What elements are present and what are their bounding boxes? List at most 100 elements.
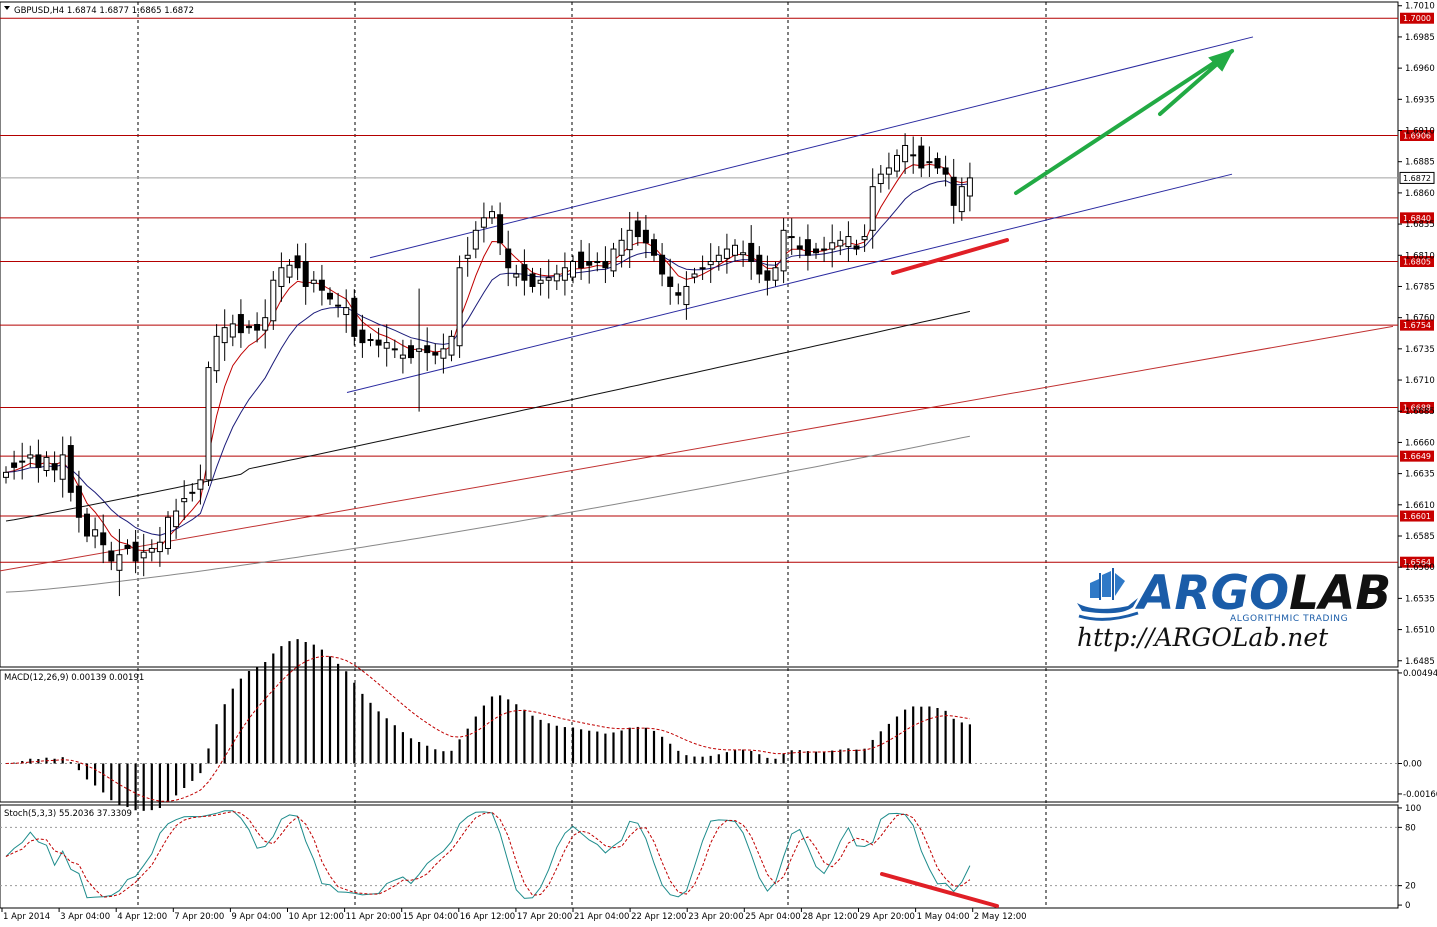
candle-body [659, 254, 666, 275]
candle-body [310, 279, 317, 284]
candle-body [59, 454, 66, 480]
price-tick-label: 1.6735 [1405, 345, 1435, 355]
price-tick-label: 1.6710 [1405, 376, 1435, 386]
candle-body [853, 245, 860, 250]
candle-body [116, 554, 123, 571]
candle-body [383, 342, 390, 349]
price-tick-label: 1.6835 [1405, 220, 1435, 230]
level-price-tag [1400, 129, 1434, 141]
candle-body [756, 254, 763, 275]
candle-body [529, 273, 536, 287]
candle-body [950, 176, 957, 206]
candle-body [318, 279, 325, 291]
time-tick-label: 17 Apr 20:00 [517, 912, 572, 922]
candle-body [594, 261, 601, 264]
candle-body [910, 154, 917, 157]
candle-body [521, 264, 528, 281]
candle-body [205, 367, 212, 481]
candle-body [440, 348, 447, 359]
candle-body [918, 145, 925, 169]
candle-body [894, 154, 900, 172]
candle-body [84, 513, 90, 537]
stoch-tick-label: 20 [1405, 882, 1416, 892]
price-tick-label: 1.6510 [1405, 626, 1435, 636]
price-tick-label: 1.6585 [1405, 532, 1435, 542]
level-price-tag [1400, 319, 1434, 331]
candle-body [75, 485, 82, 518]
time-tick-label: 25 Apr 04:00 [745, 912, 800, 922]
candle-body [869, 186, 876, 231]
candle-body [221, 327, 228, 344]
candle-body [813, 248, 819, 254]
candle-body [772, 267, 779, 281]
level-price-label: 1.6906 [1403, 131, 1431, 140]
stoch-pane[interactable] [0, 804, 1399, 909]
macd-pane[interactable] [0, 669, 1399, 803]
price-tick-label: 1.6535 [1405, 594, 1435, 604]
candle-body [561, 267, 568, 281]
stoch-series [0, 810, 1398, 899]
candle-body [667, 276, 674, 287]
time-tick-label: 3 Apr 04:00 [60, 912, 110, 922]
price-tick-label: 1.6935 [1405, 95, 1435, 105]
time-tick-label: 15 Apr 04:00 [403, 912, 458, 922]
time-tick-label: 22 Apr 12:00 [631, 912, 686, 922]
candle-body [618, 239, 625, 256]
candle-body [327, 292, 333, 300]
candle-body [140, 551, 147, 559]
time-tick-label: 11 Apr 20:00 [346, 912, 401, 922]
candle-body [262, 317, 269, 331]
channel-upper-line [369, 36, 1254, 259]
candle-body [634, 220, 641, 238]
candle-body [302, 261, 309, 287]
price-tick-label: 1.6685 [1405, 407, 1435, 417]
candle-body [732, 244, 738, 256]
candle-body [367, 338, 374, 341]
candle-body [11, 462, 18, 468]
candle-body [416, 348, 423, 352]
logo-argo: ARGO [1134, 566, 1289, 621]
candle-body [934, 158, 941, 169]
candle-body [553, 273, 560, 282]
argolab-logo: ARGOLAB ALGORITHMIC TRADING http://ARGOL… [1077, 566, 1391, 652]
candle-body [464, 254, 471, 259]
candle-body [173, 510, 180, 528]
time-tick-label: 16 Apr 12:00 [460, 912, 515, 922]
candle-body [513, 273, 520, 278]
candle-body [132, 541, 139, 562]
candle-body [399, 354, 406, 359]
candle-body [748, 242, 755, 263]
candle-body [359, 329, 366, 344]
time-tick-label: 4 Apr 12:00 [117, 912, 167, 922]
level-price-tag [1400, 212, 1434, 224]
triangle-down-icon[interactable] [4, 6, 10, 10]
annotations [880, 49, 1235, 908]
candle-body [181, 498, 188, 503]
logo-url[interactable]: http://ARGOLab.net [1077, 623, 1329, 652]
candle-body [610, 248, 617, 272]
stoch-tick-label: 80 [1405, 823, 1416, 833]
level-price-tag [1400, 556, 1434, 568]
price-tick-label: 1.6660 [1405, 438, 1435, 448]
candle-body [270, 279, 277, 322]
candle-body [902, 144, 909, 163]
candle-body [229, 323, 236, 338]
candle-body [796, 245, 803, 250]
price-tick-label: 1.6785 [1405, 282, 1435, 292]
price-tick-label: 1.6810 [1405, 251, 1435, 261]
candle-body [545, 277, 552, 281]
candle-body [788, 236, 795, 239]
candle-body [189, 491, 196, 494]
candle-body [958, 186, 965, 213]
price-tick-label: 1.6485 [1405, 657, 1435, 667]
candle-body [108, 550, 115, 562]
logo-lab: LAB [1289, 566, 1391, 621]
candle-body [448, 335, 455, 356]
price-tick-label: 1.7010 [1405, 2, 1435, 12]
stoch-main-line [5, 810, 971, 899]
channel-lower-line [346, 173, 1233, 394]
ma-long-line [5, 435, 970, 593]
candle-body [691, 273, 698, 278]
